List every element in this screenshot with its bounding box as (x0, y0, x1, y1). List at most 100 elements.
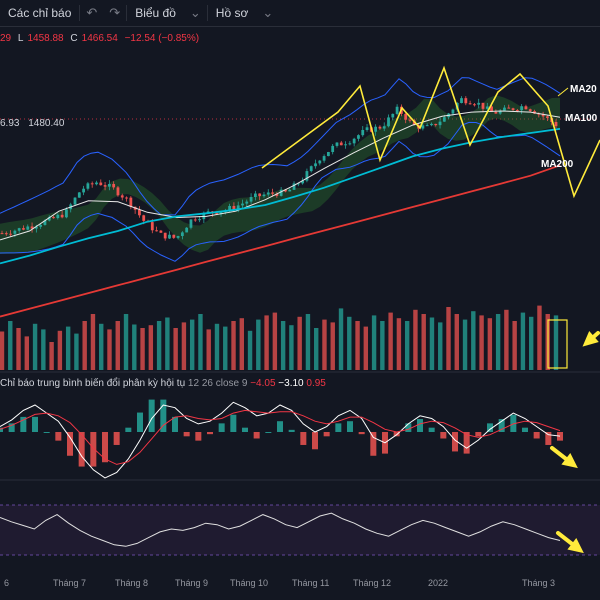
candle-body (494, 111, 498, 114)
toolbar-divider (79, 5, 81, 21)
candle-body (77, 192, 81, 198)
candle-body (52, 217, 55, 219)
candle-body (253, 193, 257, 198)
volume-bar (140, 328, 145, 370)
candle-body (185, 227, 189, 233)
volume-bar (371, 315, 377, 370)
chevron-down-icon[interactable]: ⌄ (262, 5, 274, 20)
macd-histogram-bar (0, 427, 3, 432)
candle-body (262, 194, 266, 197)
bollinger-upper-band (0, 77, 561, 216)
candle-body (520, 106, 524, 111)
volume-bar (338, 308, 344, 370)
candle-body (335, 142, 339, 146)
redo-icon[interactable]: ↷ (109, 5, 121, 20)
candle-body (425, 125, 429, 127)
candle-body (279, 189, 283, 196)
volume-bar (471, 311, 476, 370)
candle-body (554, 121, 558, 127)
candle-body (464, 98, 468, 104)
volume-bar (264, 315, 269, 370)
candle-body (507, 107, 511, 109)
macd-histogram-bar (475, 432, 482, 437)
ma100-line (0, 127, 561, 265)
undo-icon[interactable]: ↶ (86, 5, 98, 20)
macd-histogram-bar (545, 432, 552, 445)
macd-signal-value: 0.95 (306, 378, 326, 389)
candle-body (408, 119, 412, 121)
candle-body (258, 193, 262, 197)
macd-histogram-bar (312, 432, 318, 450)
volume-bar (495, 314, 501, 370)
candle-body (60, 214, 64, 218)
oscillator-arrow-head (567, 538, 584, 554)
volume-bar (16, 328, 21, 370)
macd-histogram-bar (370, 432, 377, 456)
macd-histogram-bar (67, 432, 73, 456)
candle-body (176, 236, 180, 238)
candle-body (314, 163, 317, 167)
candle-body (168, 234, 171, 239)
volume-bar (487, 318, 493, 370)
volume-bar (99, 323, 104, 370)
x-tick-label: Tháng 11 (292, 578, 330, 588)
x-tick-label: 2022 (428, 578, 449, 588)
price-chart-canvas[interactable] (0, 26, 600, 600)
candle-body (232, 205, 236, 210)
volume-bar (520, 312, 526, 370)
candle-body (180, 232, 184, 237)
macd-histogram-bar (102, 432, 108, 463)
candle-body (47, 217, 51, 221)
volume-bar (330, 322, 335, 370)
candle-body (326, 152, 330, 157)
macd-histogram-bar (347, 421, 353, 432)
volume-bar (148, 325, 154, 370)
chart-menu-button[interactable]: Biểu đồ (135, 6, 176, 20)
chevron-down-icon[interactable]: ⌄ (189, 5, 201, 20)
macd-histogram-bar (78, 432, 85, 467)
volume-bar (305, 314, 311, 370)
candle-body (477, 102, 481, 105)
candle-body (361, 130, 365, 136)
candle-body (202, 212, 206, 220)
volume-bar (8, 321, 13, 370)
volume-bar (32, 323, 38, 370)
candle-body (292, 183, 296, 190)
volume-bar (272, 312, 278, 370)
macd-histogram-bar (498, 419, 505, 432)
candle-body (155, 230, 159, 232)
volume-bar (314, 328, 319, 370)
candle-body (138, 209, 141, 216)
candle-body (296, 183, 300, 185)
ma20-line (0, 110, 561, 241)
volume-bar (396, 318, 402, 370)
candle-body (515, 110, 519, 112)
candle-body (284, 189, 287, 192)
macd-histogram-bar (43, 432, 50, 433)
volume-highlight-box (547, 319, 568, 369)
toolbar-divider (206, 5, 208, 21)
macd-legend[interactable]: Chỉ báo trung bình biến đổi phân kỳ hội … (0, 378, 326, 389)
x-tick-label: Tháng 3 (522, 578, 556, 588)
volume-bar (82, 321, 87, 370)
macd-line (0, 401, 561, 479)
macd-histogram-bar (230, 414, 237, 432)
profile-menu-button[interactable]: Hồ sơ (215, 6, 249, 20)
volume-bar (413, 309, 418, 370)
volume-bar (355, 321, 360, 370)
candle-body (473, 104, 476, 106)
indicators-button[interactable]: Các chỉ báo (8, 6, 72, 20)
macd-histogram-bar (487, 423, 493, 432)
oscillator-band (0, 505, 600, 555)
candle-body (95, 182, 98, 185)
close-label: C (70, 33, 78, 44)
candle-body (125, 197, 128, 199)
ohlc-legend: 29 L 1458.88 C 1466.54 −12.54 (−0.85%) (0, 33, 203, 44)
candle-body (322, 156, 326, 161)
macd-histogram-bar (522, 427, 528, 432)
candle-body (172, 234, 176, 238)
volume-bar (132, 324, 137, 370)
volume-bar (214, 323, 220, 370)
candle-body (73, 197, 77, 205)
candle-body (301, 180, 305, 184)
